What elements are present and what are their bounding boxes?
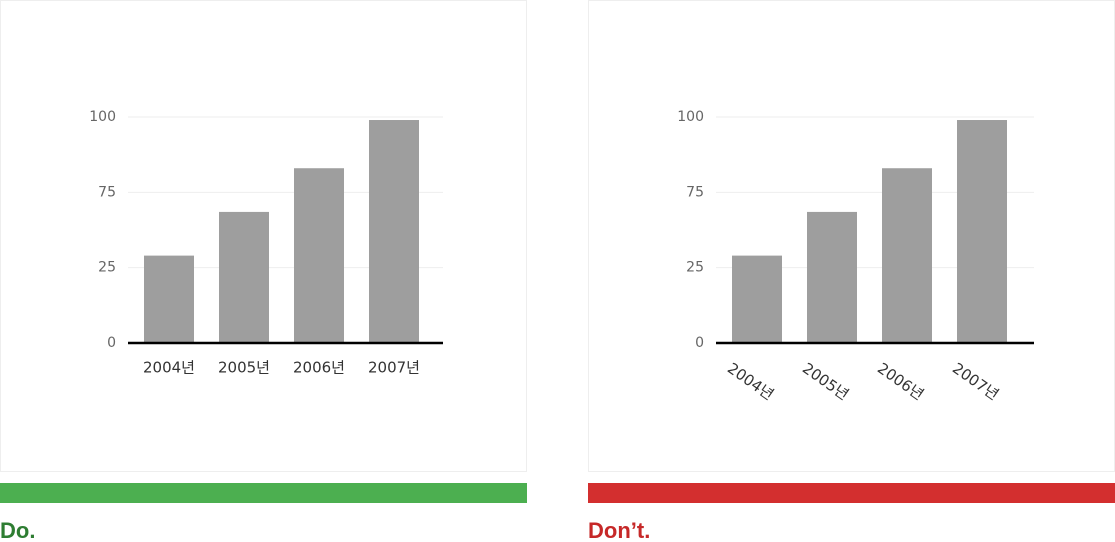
caption: Do.: [0, 518, 35, 542]
y-tick-label: 100: [677, 109, 704, 125]
bar: [219, 211, 269, 343]
caption: Don’t.: [588, 518, 650, 542]
y-tick-label: 75: [98, 184, 116, 200]
y-tick-label: 0: [695, 335, 704, 351]
x-tick-label: 2006년: [293, 359, 345, 377]
bar: [732, 255, 782, 343]
y-tick-label: 75: [686, 184, 704, 200]
x-tick-label: 2004년: [143, 359, 195, 377]
bar: [144, 255, 194, 343]
status-bar: [588, 483, 1115, 503]
bar: [882, 168, 932, 343]
y-tick-label: 25: [98, 260, 116, 276]
bar: [294, 168, 344, 343]
y-tick-label: 25: [686, 260, 704, 276]
status-bar: [0, 483, 527, 503]
bar: [369, 120, 419, 343]
x-tick-label: 2005년: [218, 359, 270, 377]
y-tick-label: 100: [89, 109, 116, 125]
bar: [957, 120, 1007, 343]
x-tick-label: 2007년: [368, 359, 420, 377]
bar: [807, 211, 857, 343]
y-tick-label: 0: [107, 335, 116, 351]
